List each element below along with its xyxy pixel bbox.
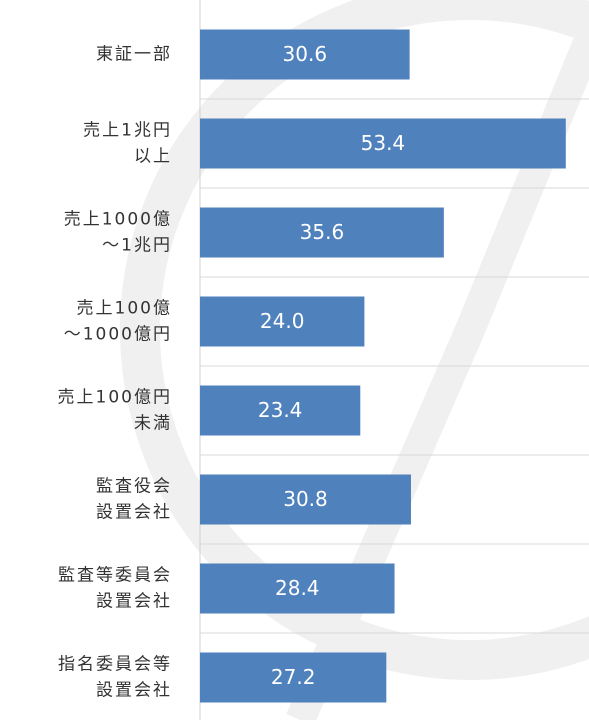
value-label: 53.4 (361, 131, 406, 155)
category-label: 売上1000億 (64, 210, 172, 230)
category-label: 監査役会 (96, 477, 172, 497)
category-label: 売上100億 (77, 299, 172, 319)
category-label: 売上100億円 (58, 388, 172, 408)
category-label: 未満 (134, 414, 172, 434)
bar (200, 296, 365, 347)
category-label: 売上1兆円 (83, 121, 172, 141)
category-label: 監査等委員会 (58, 566, 172, 586)
category-label: 〜1000億円 (64, 325, 172, 345)
value-label: 28.4 (275, 576, 320, 600)
bar (200, 118, 566, 169)
value-label: 23.4 (258, 398, 303, 422)
value-label: 24.0 (260, 309, 305, 333)
value-label: 35.6 (300, 220, 345, 244)
value-label: 27.2 (271, 665, 316, 689)
bar (200, 563, 395, 614)
category-label: 指名委員会等 (58, 655, 172, 675)
category-label: 設置会社 (96, 592, 172, 612)
category-label: 設置会社 (96, 503, 172, 523)
bar (200, 29, 410, 80)
bar (200, 207, 444, 258)
value-label: 30.6 (283, 42, 328, 66)
category-label: 東証一部 (96, 45, 172, 65)
category-label: 以上 (134, 147, 172, 167)
value-label: 30.8 (283, 487, 328, 511)
category-label: 設置会社 (96, 681, 172, 701)
bar (200, 385, 361, 436)
bar (200, 652, 387, 703)
category-label: 〜1兆円 (102, 236, 172, 256)
bar (200, 474, 411, 525)
